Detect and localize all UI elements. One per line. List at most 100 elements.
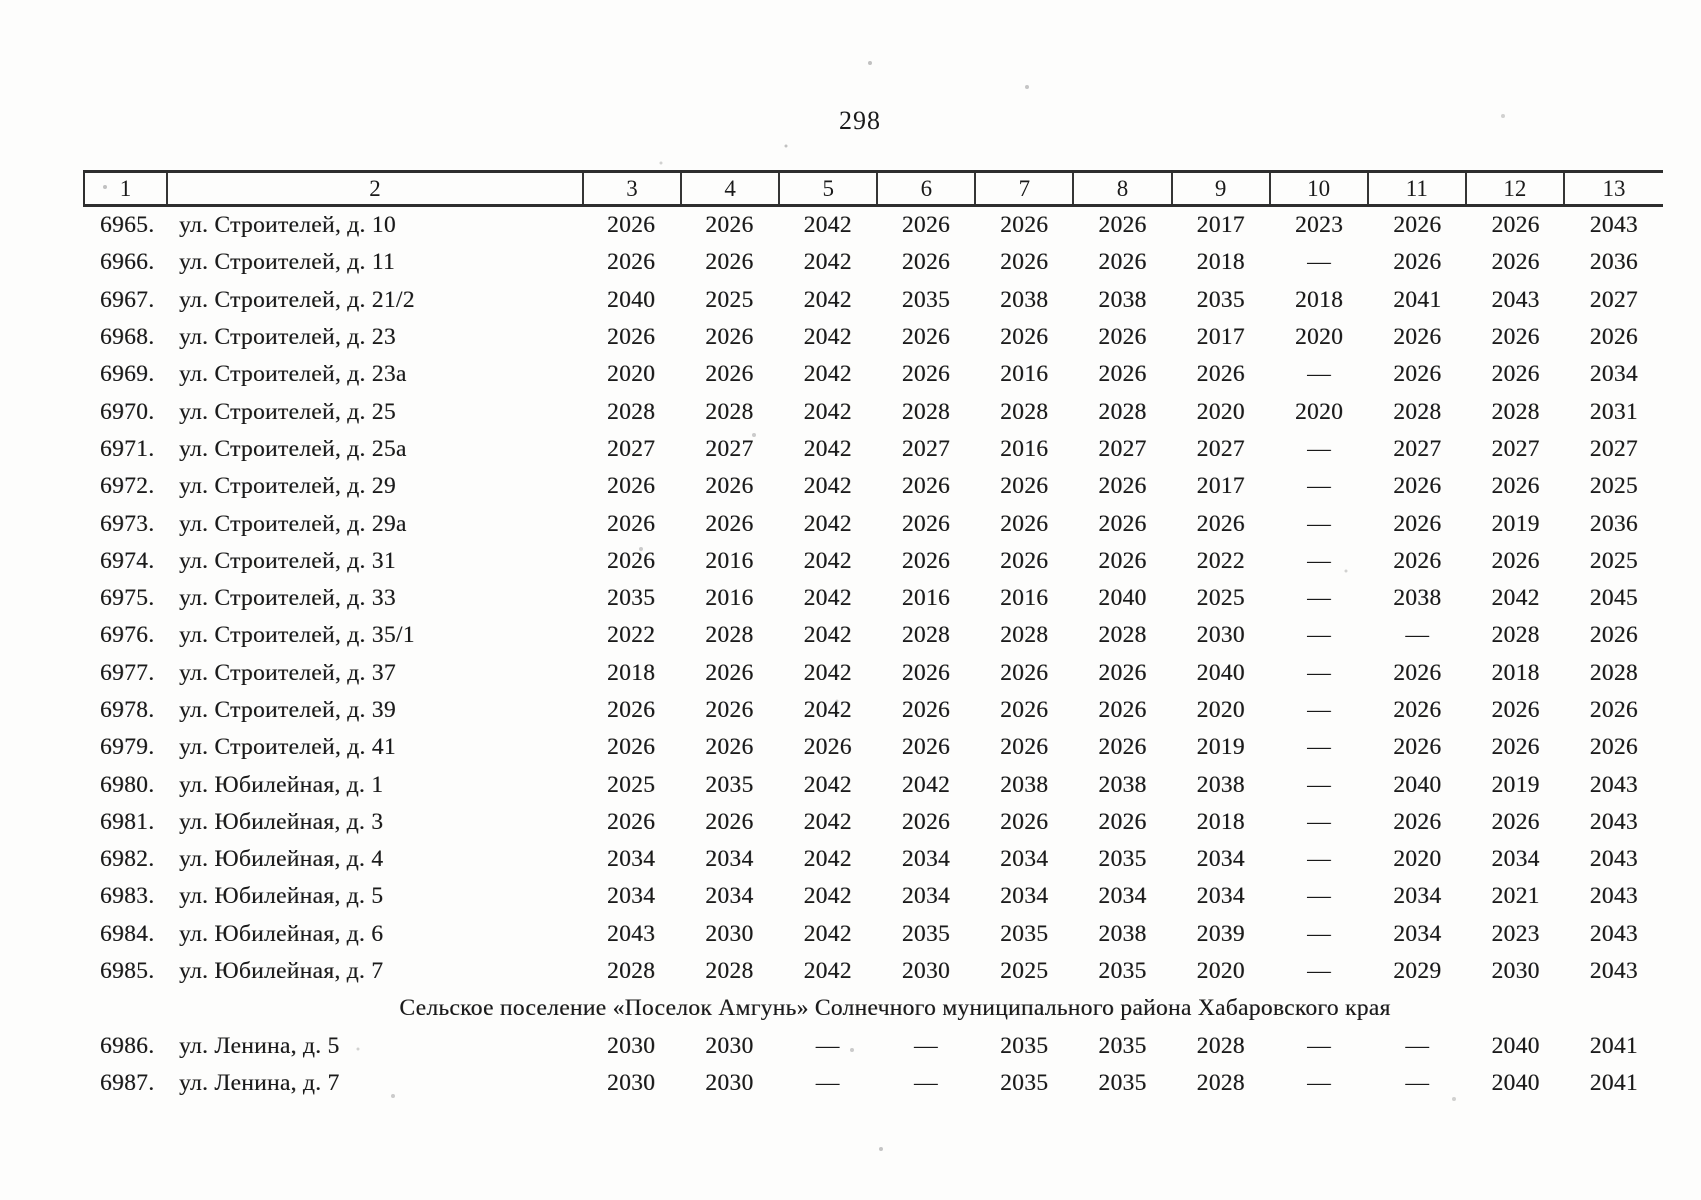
column-number-header: 6 [878, 173, 977, 204]
year-cell: 2028 [705, 398, 754, 425]
year-cell: — [1307, 585, 1331, 612]
page-number: 298 [839, 106, 881, 135]
year-cell: 2026 [1098, 808, 1147, 835]
year-cell: 2028 [1393, 398, 1442, 425]
year-cell: 2026 [1098, 324, 1147, 351]
row-number: 6979. [100, 734, 155, 761]
year-cell: 2042 [803, 286, 852, 313]
year-cell: 2016 [901, 585, 951, 612]
year-cell: 2042 [803, 920, 852, 947]
year-cell: 2026 [901, 547, 951, 574]
year-cell: 2017 [1196, 473, 1245, 500]
row-number: 6967. [100, 286, 155, 313]
year-cell: 2035 [1000, 1069, 1049, 1096]
year-cell: 2035 [607, 585, 656, 612]
year-cell: 2016 [705, 585, 754, 612]
year-cell: 2041 [1589, 1032, 1638, 1059]
year-cell: 2026 [705, 324, 754, 351]
year-cell: 2020 [1294, 398, 1344, 425]
table-row: 6981. ул. Юбилейная, д. 3 2026 2026 2042… [83, 804, 1663, 841]
year-cell: 2028 [1000, 622, 1049, 649]
year-cell: 2016 [1000, 361, 1049, 388]
year-cell: 2034 [705, 883, 754, 910]
year-cell: 2026 [1393, 547, 1442, 574]
year-cell: 2026 [1491, 734, 1540, 761]
year-cell: — [1307, 435, 1331, 462]
year-cell: 2026 [1000, 473, 1049, 500]
year-cell: 2034 [1000, 846, 1049, 873]
year-cell: 2040 [1196, 659, 1245, 686]
year-cell: 2042 [803, 473, 852, 500]
address-cell: ул. Ленина, д. 5 [179, 1032, 340, 1059]
row-number: 6986. [100, 1032, 155, 1059]
table-row: 6983. ул. Юбилейная, д. 5 2034 2034 2042… [83, 878, 1663, 915]
column-number-header: 7 [976, 173, 1075, 204]
table-row: 6979. ул. Строителей, д. 41 2026 2026 20… [83, 729, 1663, 766]
year-cell: 2034 [607, 846, 656, 873]
year-cell: 2042 [803, 585, 852, 612]
year-cell: 2026 [901, 697, 951, 723]
address-cell: ул. Юбилейная, д. 4 [179, 846, 384, 873]
year-cell: 2030 [705, 1069, 754, 1096]
year-cell: 2026 [607, 734, 656, 761]
year-cell: 2026 [1000, 697, 1049, 723]
year-cell: 2043 [1589, 808, 1638, 835]
year-cell: 2026 [607, 324, 656, 351]
row-number: 6985. [100, 958, 155, 985]
year-cell: — [1307, 883, 1331, 910]
year-cell: — [1307, 846, 1331, 873]
row-number: 6978. [100, 697, 155, 723]
table-row: 6967. ул. Строителей, д. 21/2 2040 2025 … [83, 282, 1663, 319]
year-cell: 2026 [1491, 697, 1540, 723]
year-cell: 2026 [1098, 510, 1147, 537]
year-cell: 2016 [705, 547, 754, 574]
year-cell: 2038 [1000, 771, 1049, 798]
table-row: 6984. ул. Юбилейная, д. 6 2043 2030 2042… [83, 916, 1663, 953]
year-cell: 2019 [1196, 734, 1245, 761]
year-cell: 2026 [1491, 547, 1540, 574]
year-cell: 2026 [705, 808, 754, 835]
year-cell: 2026 [1196, 361, 1245, 388]
year-cell: 2034 [1491, 846, 1540, 873]
year-cell: 2028 [1491, 398, 1540, 425]
year-cell: — [1307, 473, 1331, 500]
year-cell: 2026 [1491, 361, 1540, 388]
year-cell: 2026 [901, 324, 951, 351]
year-cell: 2026 [1589, 324, 1638, 351]
year-cell: 2026 [705, 249, 754, 276]
year-cell: 2027 [1393, 435, 1442, 462]
year-cell: 2028 [1196, 1032, 1245, 1059]
year-cell: 2026 [607, 249, 656, 276]
year-cell: 2034 [1000, 883, 1049, 910]
year-cell: 2020 [1393, 846, 1442, 873]
year-cell: 2022 [1196, 547, 1245, 574]
table-row: 6966. ул. Строителей, д. 11 2026 2026 20… [83, 244, 1663, 281]
row-number: 6977. [100, 659, 155, 686]
year-cell: 2016 [1000, 435, 1049, 462]
address-cell: ул. Строителей, д. 21/2 [179, 286, 415, 313]
year-cell: 2026 [1393, 473, 1442, 500]
year-cell: 2026 [705, 473, 754, 500]
year-cell: 2043 [1589, 212, 1638, 239]
year-cell: 2026 [1000, 212, 1049, 239]
year-cell: 2026 [607, 547, 656, 574]
column-number-header: 2 [168, 173, 584, 204]
year-cell: 2023 [1294, 212, 1344, 239]
table-body: 6965. ул. Строителей, д. 10 2026 2026 20… [83, 207, 1663, 1102]
year-cell: 2026 [1393, 734, 1442, 761]
year-cell: 2026 [705, 510, 754, 537]
address-cell: ул. Строителей, д. 23а [179, 361, 407, 388]
year-cell: 2035 [1196, 286, 1245, 313]
year-cell: 2035 [1098, 846, 1147, 873]
year-cell: 2034 [901, 846, 951, 873]
year-cell: 2026 [607, 510, 656, 537]
year-cell: 2034 [1589, 361, 1638, 388]
row-number: 6980. [100, 771, 155, 798]
year-cell: 2034 [1196, 883, 1245, 910]
year-cell: — [1307, 1032, 1331, 1059]
year-cell: 2026 [705, 212, 754, 239]
row-number: 6971. [100, 435, 155, 462]
address-cell: ул. Строителей, д. 25а [179, 435, 407, 462]
year-cell: 2018 [1491, 659, 1540, 686]
year-cell: 2026 [901, 212, 951, 239]
